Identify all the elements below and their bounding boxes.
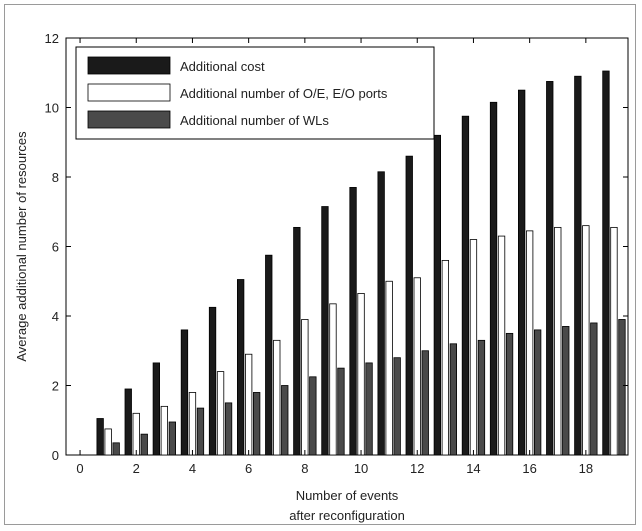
bars-group: [96, 70, 626, 456]
bar-1-9: [321, 206, 329, 456]
bar-3-13: [449, 343, 458, 456]
bar-1-1: [96, 418, 104, 456]
bar-2-19: [610, 226, 618, 456]
x-tick-label-4: 4: [189, 461, 196, 476]
x-axis-title-line-2: after reconfiguration: [289, 508, 405, 523]
legend-swatch-2: [87, 83, 171, 102]
bar-3-2: [140, 433, 148, 456]
bar-1-10: [349, 187, 357, 456]
legend-label-1: Additional cost: [180, 59, 265, 74]
x-tick-label-6: 6: [245, 461, 252, 476]
bar-3-6: [252, 392, 261, 456]
bar-3-11: [393, 357, 401, 456]
bar-1-15: [489, 101, 498, 456]
y-tick-label-12: 12: [45, 31, 59, 46]
y-tick-label-0: 0: [52, 448, 59, 463]
x-tick-label-14: 14: [466, 461, 480, 476]
bar-1-6: [236, 279, 245, 456]
bar-3-14: [477, 339, 486, 456]
bar-3-5: [224, 402, 233, 456]
bar-1-5: [208, 306, 217, 456]
bar-2-1: [104, 428, 112, 456]
bar-2-16: [526, 230, 534, 456]
x-tick-label-12: 12: [410, 461, 424, 476]
legend-label-2: Additional number of O/E, E/O ports: [180, 86, 388, 101]
bar-2-4: [188, 392, 197, 456]
x-tick-label-8: 8: [301, 461, 308, 476]
x-tick-label-18: 18: [579, 461, 593, 476]
bar-1-4: [180, 329, 189, 456]
bar-2-14: [469, 239, 478, 456]
x-tick-label-2: 2: [133, 461, 140, 476]
legend-label-3: Additional number of WLs: [180, 113, 329, 128]
bar-2-17: [554, 226, 562, 456]
bar-3-18: [590, 322, 598, 456]
bar-2-6: [244, 353, 253, 456]
y-tick-label-8: 8: [52, 170, 59, 185]
bar-2-9: [329, 303, 337, 456]
x-tick-label-0: 0: [76, 461, 83, 476]
bar-2-8: [301, 319, 309, 456]
bar-1-3: [152, 362, 161, 456]
y-tick-label-2: 2: [52, 379, 59, 394]
bar-2-12: [413, 277, 421, 456]
bar-2-18: [582, 225, 590, 456]
bar-1-11: [377, 171, 385, 456]
bar-3-15: [505, 332, 514, 456]
bar-2-5: [216, 371, 225, 456]
bar-3-12: [421, 350, 429, 456]
bar-1-8: [293, 226, 301, 456]
bar-3-1: [112, 442, 120, 456]
bar-1-18: [574, 75, 582, 456]
bar-1-16: [518, 89, 526, 456]
bar-2-11: [385, 280, 393, 456]
bar-1-2: [124, 388, 132, 456]
bar-1-13: [433, 134, 442, 456]
bar-2-13: [441, 259, 450, 456]
x-axis-title-line-1: Number of events: [296, 488, 399, 503]
bar-2-15: [497, 235, 506, 456]
bar-3-17: [562, 326, 570, 456]
x-axis-ticks: 0 2 4 6 8 10 12 14 16 18: [76, 38, 593, 476]
bar-2-7: [273, 339, 281, 456]
x-tick-label-10: 10: [354, 461, 368, 476]
y-axis-ticks: 0 2 4 6 8 10 12: [45, 31, 628, 463]
bar-2-10: [357, 293, 365, 456]
bar-3-4: [196, 407, 205, 456]
legend: Additional cost Additional number of O/E,…: [75, 46, 435, 140]
bar-1-19: [602, 70, 610, 456]
y-axis-title: Average additional number of resources: [14, 131, 29, 362]
bar-1-12: [405, 155, 413, 456]
y-tick-label-4: 4: [52, 309, 59, 324]
bar-3-16: [534, 329, 542, 456]
bar-3-7: [281, 385, 289, 456]
bar-1-14: [461, 115, 470, 456]
bar-3-19: [618, 319, 626, 456]
bar-3-10: [365, 362, 373, 456]
legend-swatch-3: [87, 110, 171, 129]
x-tick-label-16: 16: [522, 461, 536, 476]
bar-3-9: [337, 367, 345, 456]
bar-2-3: [160, 405, 169, 456]
bar-2-2: [132, 412, 140, 456]
bar-3-8: [309, 376, 317, 456]
legend-swatch-1: [87, 56, 171, 75]
y-tick-label-6: 6: [52, 240, 59, 255]
y-tick-label-10: 10: [45, 101, 59, 116]
bar-3-3: [168, 421, 177, 456]
bar-1-17: [546, 81, 554, 456]
bar-1-7: [265, 254, 273, 456]
